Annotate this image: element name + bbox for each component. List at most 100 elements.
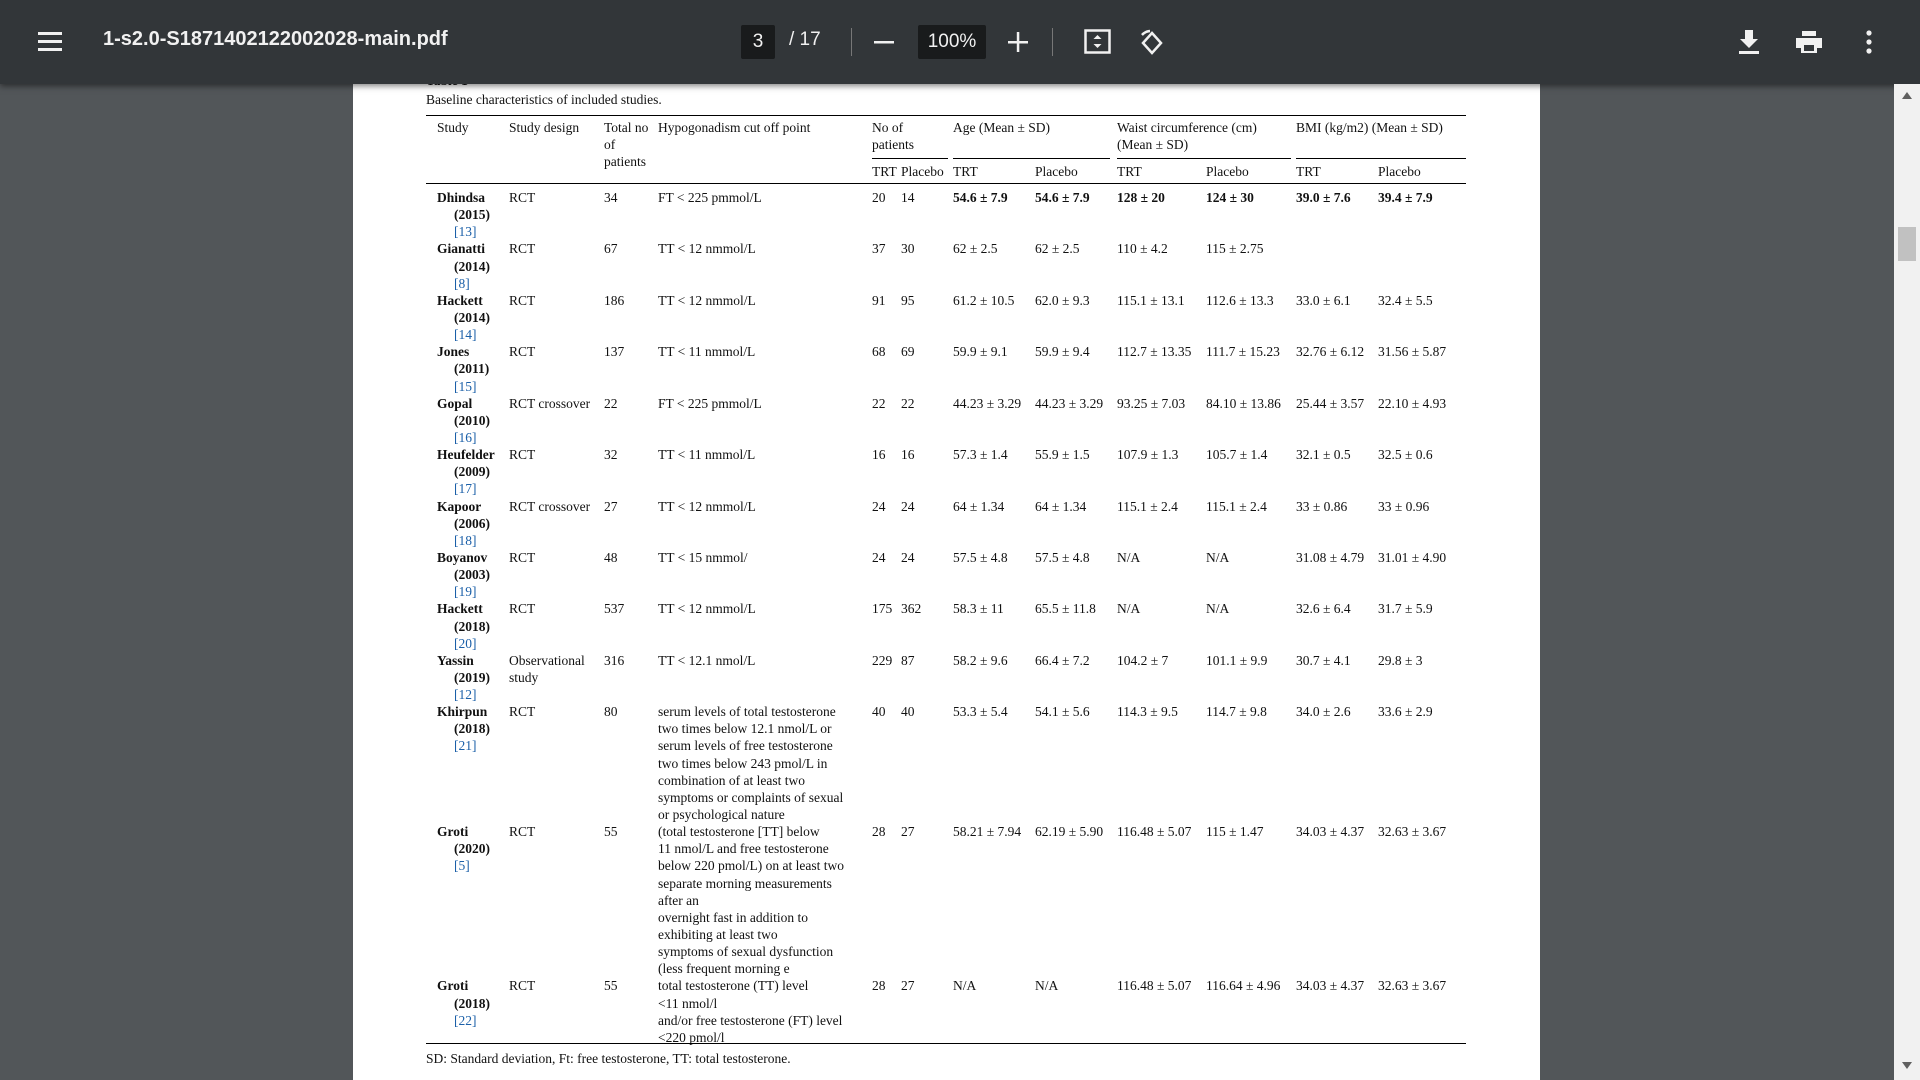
table-cell: FT < 225 pmmol/L xyxy=(658,395,762,411)
table-cell: 104.2 ± 7 xyxy=(1117,652,1169,668)
table-cell: 64 ± 1.34 xyxy=(1035,498,1087,514)
table-cell: RCT xyxy=(509,292,536,308)
table-cell: 39.0 ± 7.6 xyxy=(1296,190,1351,205)
table-cell: 28 xyxy=(872,824,886,840)
header-cell: BMI (kg/m2) (Mean ± SD) xyxy=(1296,120,1443,135)
table-cell: symptoms of sexual dysfunction xyxy=(658,944,834,960)
table-cell: 59.9 ± 9.1 xyxy=(953,344,1008,360)
study-year: (2014) xyxy=(454,258,490,274)
table-cell: separate morning measurements xyxy=(658,875,832,891)
table-cell: 16 xyxy=(901,447,915,463)
rotate[interactable] xyxy=(1138,29,1166,57)
table-cell: RCT crossover xyxy=(509,498,591,514)
zoom-in[interactable] xyxy=(1008,32,1028,52)
table-cell: 111.7 ± 15.23 xyxy=(1206,344,1280,360)
subheader-cell: Placebo xyxy=(1378,164,1421,179)
study-ref: [14] xyxy=(454,327,477,343)
scroll-thumb[interactable] xyxy=(1898,227,1916,261)
table-cell: 116.64 ± 4.96 xyxy=(1206,978,1281,994)
table-cell: 229 xyxy=(872,652,893,668)
menu-button[interactable] xyxy=(38,30,64,54)
study-ref: [16] xyxy=(454,429,477,445)
table-cell: 362 xyxy=(901,601,922,617)
table-cell: <220 pmol/l xyxy=(658,1029,725,1045)
table-cell: 101.1 ± 9.9 xyxy=(1206,652,1268,668)
zoom-input[interactable]: 100% xyxy=(918,25,986,59)
table-cell: 33.6 ± 2.9 xyxy=(1378,704,1433,720)
table-cell: N/A xyxy=(1117,601,1141,617)
table-cell: 16 xyxy=(872,447,886,463)
study-year: (2009) xyxy=(454,464,490,480)
table-cell: 93.25 ± 7.03 xyxy=(1117,395,1186,411)
table-cell: N/A xyxy=(1035,978,1059,994)
table-cell: 30 xyxy=(901,241,915,257)
table-cell: 84.10 ± 13.86 xyxy=(1206,395,1281,411)
table-cell: after an xyxy=(658,892,699,908)
table-cell: TT < 15 nmmol/ xyxy=(658,549,748,565)
pdf-page: Table 1 Baseline characteristics of incl… xyxy=(353,0,1540,1080)
table-cell: 28 xyxy=(872,978,886,994)
table-cell: 53.3 ± 5.4 xyxy=(953,704,1008,720)
study-ref: [13] xyxy=(454,224,477,240)
rule xyxy=(872,158,948,159)
table-cell: 37 xyxy=(872,241,886,257)
table-cell: 59.9 ± 9.4 xyxy=(1035,344,1090,360)
print[interactable] xyxy=(1796,31,1822,53)
table-cell: 33 ± 0.96 xyxy=(1378,498,1430,514)
header-cell: Study design xyxy=(509,120,580,135)
subheader-cell: Placebo xyxy=(1206,164,1249,179)
table-cell: 32 xyxy=(604,447,618,463)
table-cell: (total testosterone [TT] below xyxy=(658,824,820,840)
study-year: (2020) xyxy=(454,841,490,857)
study-name: Khirpun xyxy=(437,704,488,720)
study-ref: [18] xyxy=(454,532,477,548)
table-cell: 34.03 ± 4.37 xyxy=(1296,824,1365,840)
table-cell: 116.48 ± 5.07 xyxy=(1117,978,1192,994)
table-cell: 22 xyxy=(872,395,886,411)
study-year: (2018) xyxy=(454,721,490,737)
study-name: Groti xyxy=(437,824,469,840)
study-ref: [15] xyxy=(454,378,477,394)
header-cell: patients xyxy=(604,154,646,170)
scrollbar[interactable] xyxy=(1894,84,1920,1080)
table-caption: Baseline characteristics of included stu… xyxy=(426,92,662,107)
table-cell: 27 xyxy=(901,824,915,840)
header-cell: Study xyxy=(437,120,469,135)
table-cell: 58.3 ± 11 xyxy=(953,601,1004,617)
table-cell: 22 xyxy=(901,395,915,411)
subheader-cell: TRT xyxy=(1117,164,1142,179)
table-cell: 57.3 ± 1.4 xyxy=(953,447,1008,463)
study-ref: [19] xyxy=(454,584,477,600)
table-cell: 32.63 ± 3.67 xyxy=(1378,978,1447,994)
table-cell: RCT xyxy=(509,824,536,840)
table-cell: 105.7 ± 1.4 xyxy=(1206,447,1268,463)
study-year: (2003) xyxy=(454,567,490,583)
study-ref: [8] xyxy=(454,275,470,291)
table-cell: two times below 12.1 nmol/L or xyxy=(658,721,832,737)
study-ref: [20] xyxy=(454,635,477,651)
table-cell: 62.19 ± 5.90 xyxy=(1035,824,1104,840)
table-cell: 80 xyxy=(604,704,618,720)
table-cell: RCT xyxy=(509,241,536,257)
table-cell: 115.1 ± 2.4 xyxy=(1206,498,1267,514)
fit-page[interactable] xyxy=(1084,29,1112,55)
table-cell: 115 ± 2.75 xyxy=(1206,241,1264,257)
table-cell: 115.1 ± 13.1 xyxy=(1117,292,1185,308)
zoom-out[interactable] xyxy=(874,32,894,52)
study-year: (2018) xyxy=(454,618,490,634)
table-cell: 107.9 ± 1.3 xyxy=(1117,447,1179,463)
table-cell: 66.4 ± 7.2 xyxy=(1035,652,1090,668)
download[interactable] xyxy=(1738,30,1760,54)
table-cell: 14 xyxy=(901,190,915,205)
table-cell: 24 xyxy=(872,498,886,514)
table-cell: 44.23 ± 3.29 xyxy=(953,395,1022,411)
header-cell: of xyxy=(604,137,616,153)
more-menu[interactable] xyxy=(1865,30,1873,54)
table-cell: overnight fast in addition to xyxy=(658,909,808,925)
table-cell: 128 ± 20 xyxy=(1117,190,1165,205)
table-cell: <11 nmol/l xyxy=(658,995,718,1011)
table-cell: exhibiting at least two xyxy=(658,927,778,943)
table-cell: 24 xyxy=(901,549,915,565)
table-cell: N/A xyxy=(953,978,977,994)
page-input[interactable]: 3 xyxy=(741,25,775,59)
